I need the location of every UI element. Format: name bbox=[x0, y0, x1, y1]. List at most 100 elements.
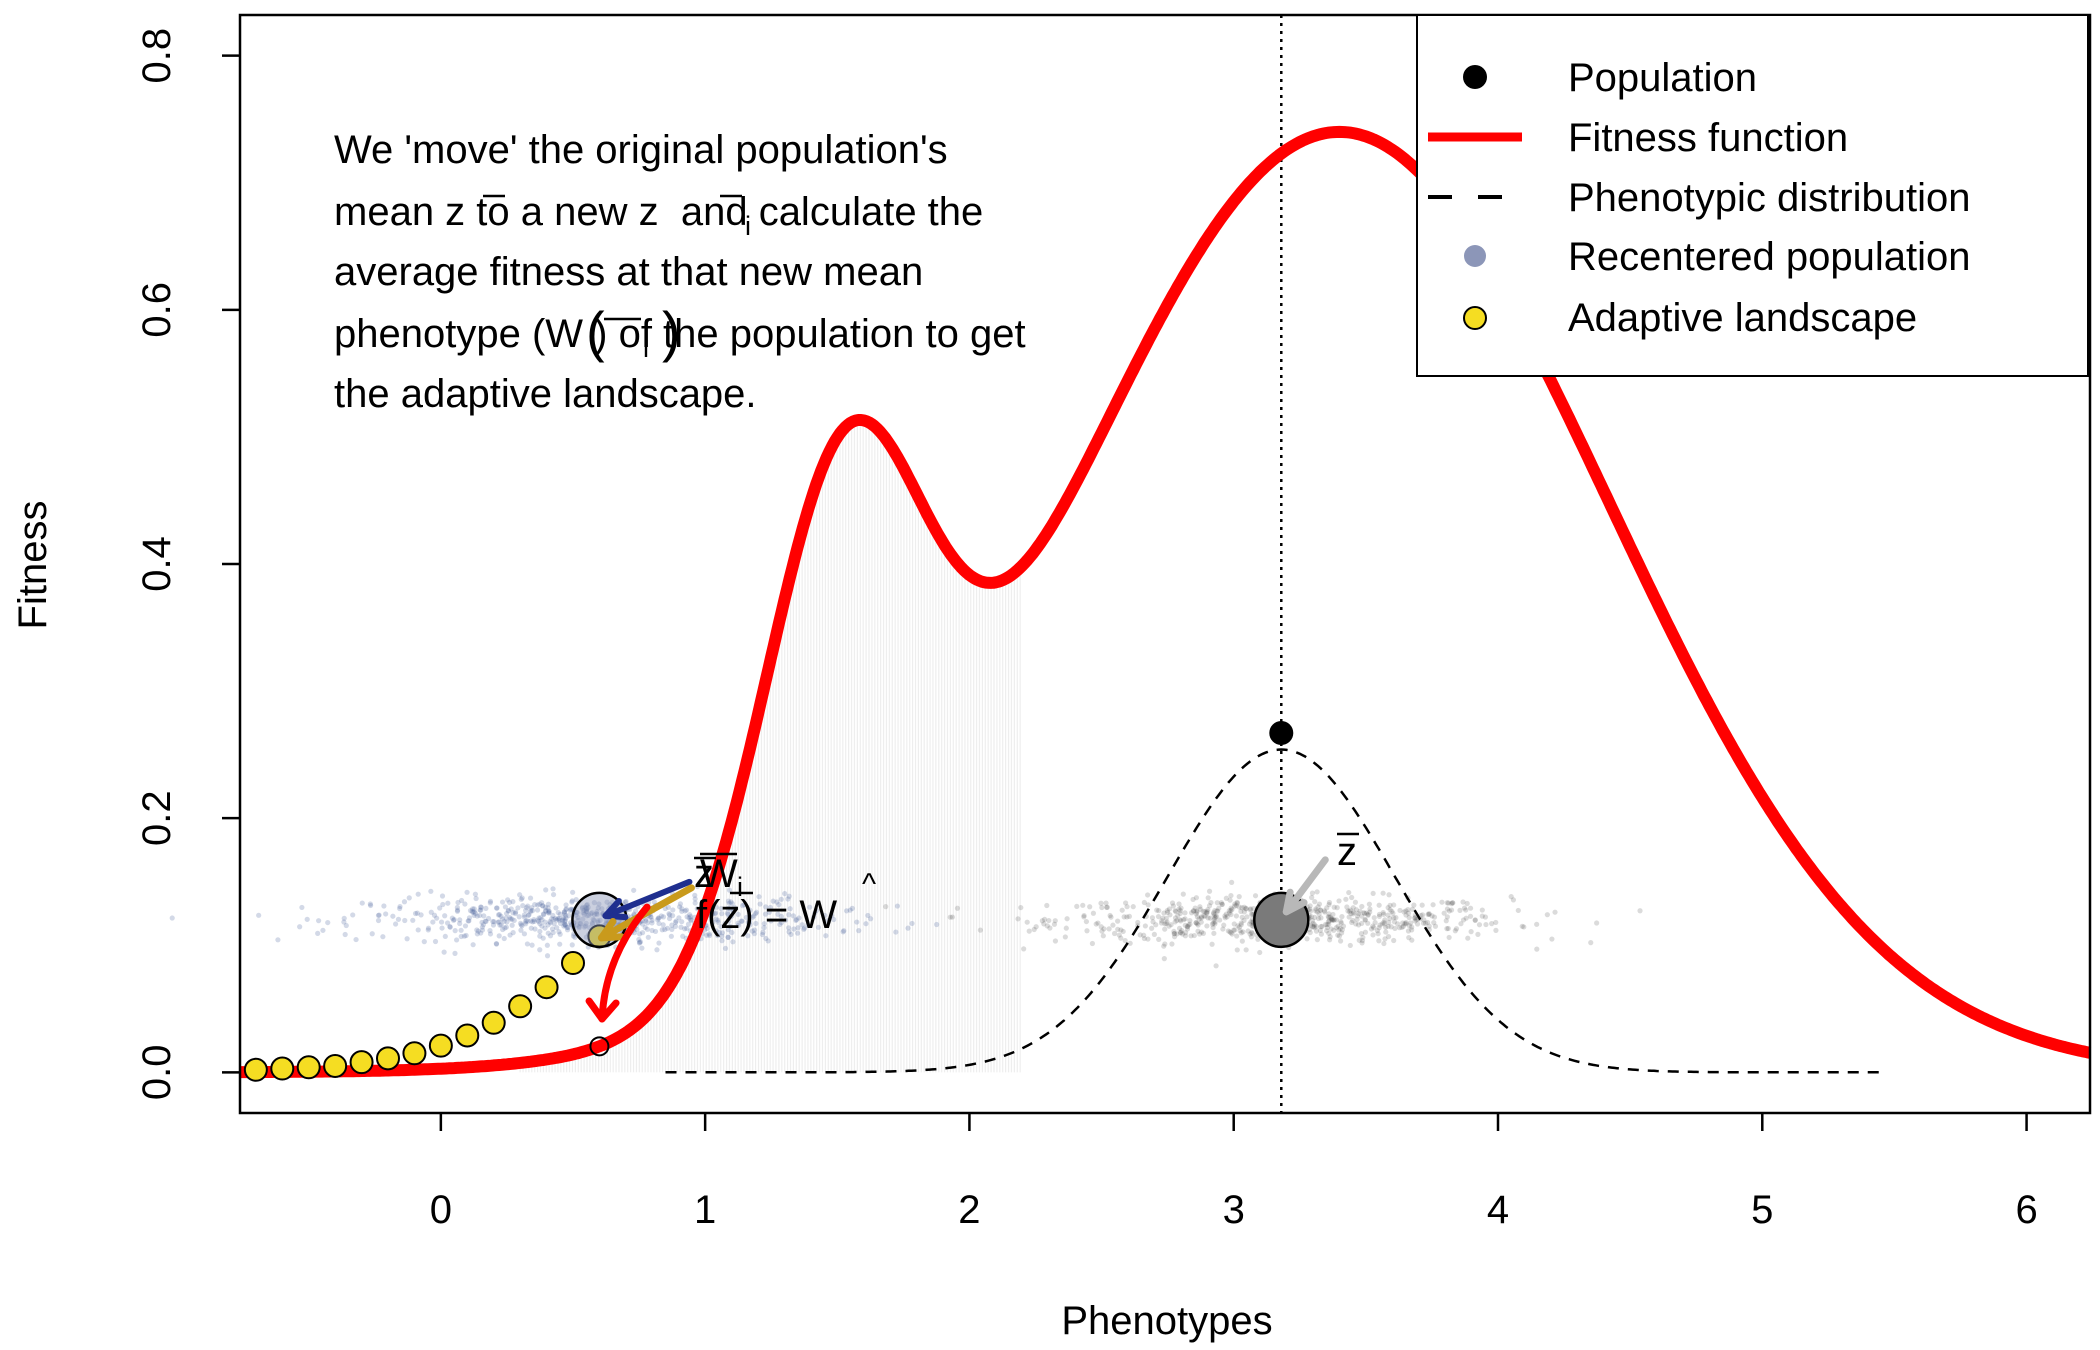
population-point bbox=[1482, 914, 1489, 920]
population-point bbox=[1209, 941, 1215, 947]
recentered-point bbox=[562, 917, 568, 923]
population-point bbox=[1349, 894, 1355, 901]
recentered-point bbox=[462, 901, 468, 907]
population-point bbox=[1309, 918, 1316, 924]
population-point bbox=[1329, 916, 1335, 922]
recentered-point bbox=[507, 915, 513, 921]
recentered-point bbox=[556, 929, 562, 935]
recentered-point bbox=[256, 912, 262, 918]
recentered-point bbox=[518, 922, 524, 928]
population-point bbox=[1204, 910, 1210, 916]
population-point bbox=[1228, 911, 1234, 918]
population-point bbox=[1021, 946, 1027, 952]
population-point bbox=[1197, 906, 1203, 912]
x-tick-label: 0 bbox=[430, 1188, 452, 1232]
recentered-point bbox=[554, 917, 560, 923]
recentered-point bbox=[753, 909, 760, 915]
population-point bbox=[1208, 899, 1214, 906]
population-point bbox=[1159, 918, 1165, 924]
recentered-point bbox=[404, 936, 410, 942]
recentered-point bbox=[380, 934, 386, 940]
recentered-point bbox=[539, 917, 545, 923]
recentered-point bbox=[591, 900, 597, 906]
population-point bbox=[1326, 930, 1332, 936]
recentered-point bbox=[461, 933, 468, 939]
recentered-point bbox=[481, 913, 487, 919]
population-point bbox=[1107, 912, 1113, 919]
recentered-point bbox=[537, 947, 543, 953]
population-point bbox=[1243, 906, 1249, 912]
population-point bbox=[1353, 921, 1359, 927]
population-point bbox=[1110, 922, 1116, 928]
recentered-point bbox=[455, 899, 461, 906]
recentered-point bbox=[730, 939, 736, 945]
recentered-point bbox=[341, 915, 347, 921]
x-tick-label: 6 bbox=[2015, 1188, 2037, 1232]
recentered-point bbox=[383, 911, 389, 917]
population-point bbox=[1344, 904, 1350, 910]
population-point bbox=[1212, 921, 1218, 927]
recentered-point bbox=[471, 906, 477, 912]
population-point bbox=[1479, 907, 1485, 913]
recentered-point bbox=[275, 937, 281, 943]
population-point bbox=[1338, 920, 1344, 926]
population-point bbox=[1124, 904, 1130, 910]
recentered-point bbox=[726, 887, 733, 893]
population-point bbox=[1120, 928, 1126, 935]
population-point bbox=[1031, 926, 1037, 933]
fitness-curve-group bbox=[236, 125, 2094, 1079]
recentered-point bbox=[524, 941, 531, 947]
recentered-point bbox=[534, 907, 541, 913]
population-point bbox=[1406, 935, 1412, 941]
recentered-point bbox=[470, 906, 476, 912]
population-point bbox=[1309, 894, 1315, 901]
population-point bbox=[1307, 906, 1313, 912]
population-point bbox=[1324, 905, 1330, 911]
recentered-point bbox=[692, 892, 698, 898]
recentered-point bbox=[667, 912, 673, 918]
population-point bbox=[1182, 922, 1188, 928]
population-point bbox=[1204, 923, 1210, 929]
recentered-point bbox=[521, 931, 528, 937]
population-point bbox=[1376, 913, 1382, 919]
population-point bbox=[1106, 926, 1112, 932]
recentered-point bbox=[415, 891, 421, 897]
recentered-point bbox=[503, 910, 510, 917]
population-point bbox=[1191, 908, 1197, 914]
adaptive-landscape-point bbox=[561, 951, 585, 976]
population-point bbox=[1327, 914, 1333, 920]
population-point bbox=[1402, 921, 1408, 927]
population-point bbox=[1326, 918, 1332, 924]
population-point bbox=[1156, 908, 1162, 914]
recentered-point bbox=[751, 931, 758, 937]
population-point bbox=[1534, 946, 1540, 952]
population-point bbox=[1476, 922, 1483, 928]
population-point bbox=[1314, 937, 1320, 943]
population-point bbox=[1354, 913, 1361, 919]
recentered-point bbox=[449, 915, 455, 921]
axes-group: 0 1 2 3 4 5 6 0.0 0.2 0.4 0.6 0.8 bbox=[135, 13, 2092, 1232]
population-point bbox=[1222, 913, 1228, 919]
recentered-point bbox=[637, 939, 644, 945]
recentered-point bbox=[725, 934, 731, 940]
population-point bbox=[1176, 906, 1182, 912]
population-point bbox=[1403, 921, 1409, 927]
recentered-point bbox=[493, 940, 500, 947]
recentered-point bbox=[519, 923, 525, 929]
recentered-point bbox=[865, 912, 871, 919]
recentered-point bbox=[537, 901, 543, 907]
annot-paren-right: ) bbox=[662, 300, 681, 363]
recentered-point bbox=[316, 918, 322, 924]
population-point bbox=[1217, 917, 1223, 923]
population-point bbox=[1399, 924, 1405, 931]
recentered-point bbox=[768, 918, 774, 924]
recentered-point bbox=[540, 903, 546, 909]
population-point bbox=[1231, 927, 1237, 933]
legend-symbol-adaptive-landscape bbox=[1463, 306, 1487, 330]
population-point bbox=[1381, 940, 1387, 947]
recentered-point bbox=[719, 911, 725, 917]
population-point bbox=[1328, 926, 1334, 932]
population-point bbox=[1468, 929, 1474, 935]
population-point bbox=[1362, 929, 1369, 935]
recentered-point bbox=[526, 912, 532, 918]
